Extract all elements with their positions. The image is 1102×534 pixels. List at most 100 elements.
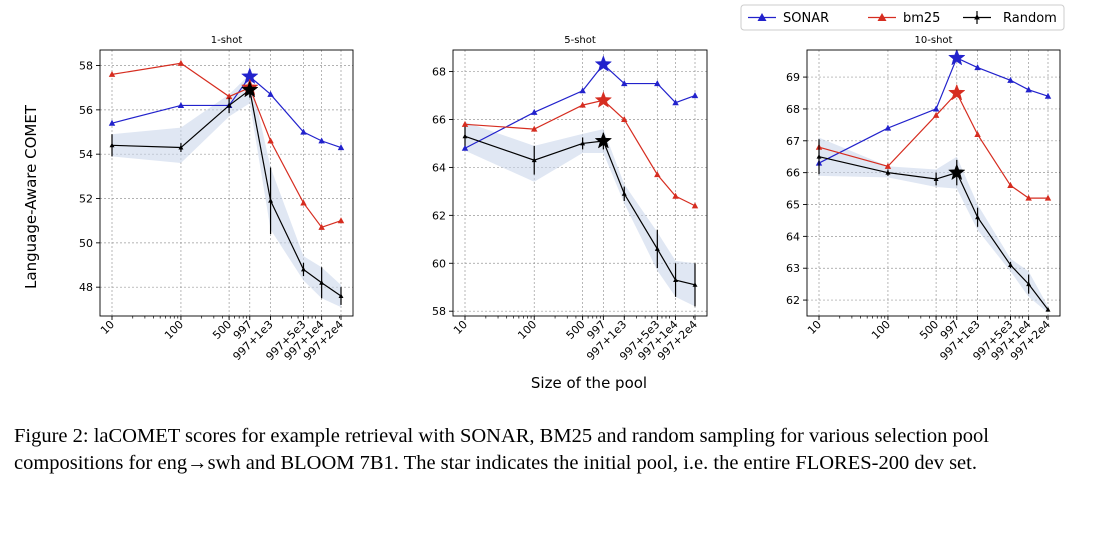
star-marker-bm25: [594, 91, 613, 108]
point-marker-bm25: [932, 111, 940, 118]
legend-entry-sonar: SONAR: [748, 11, 829, 26]
star-marker-random: [241, 80, 259, 98]
point-marker-bm25: [461, 120, 469, 127]
point-marker-bm25: [621, 116, 628, 123]
point-marker-sonar: [177, 102, 185, 108]
y-axis-label: Language-Aware COMET: [22, 104, 40, 289]
point-marker-bm25: [974, 131, 981, 137]
series-line-sonar: [464, 63, 696, 149]
point-marker-bm25: [1044, 194, 1052, 201]
point-marker-sonar: [267, 90, 274, 97]
point-marker-sonar: [1007, 76, 1014, 83]
y-tick-label: 50: [79, 237, 93, 250]
series-line-bm25: [111, 62, 342, 229]
point-marker-random: [301, 266, 306, 272]
figure-caption: Figure 2: laCOMET scores for example ret…: [14, 425, 989, 474]
y-tick-label: 56: [79, 104, 93, 117]
y-tick-label: 62: [786, 294, 800, 307]
y-tick-label: 54: [79, 148, 93, 161]
legend-sonar-label: SONAR: [783, 11, 829, 26]
x-tick-label: 10: [451, 318, 470, 337]
point-marker-random: [531, 157, 537, 163]
y-tick-label: 64: [786, 230, 800, 243]
x-tick-label: 500: [917, 318, 941, 342]
series-line-bm25: [464, 99, 696, 207]
series-line-sonar: [818, 57, 1049, 164]
point-marker-random: [178, 144, 184, 150]
random-confidence-band: [465, 121, 695, 307]
plot-frame: [806, 49, 1061, 317]
point-marker-sonar: [672, 99, 679, 106]
star-marker-bm25: [948, 83, 966, 101]
point-marker-sonar: [337, 144, 345, 151]
random-confidence-band: [819, 137, 1048, 313]
y-tick-label: 67: [786, 135, 800, 148]
point-marker-random: [621, 191, 627, 196]
legend-entry-bm25: bm25: [868, 11, 940, 26]
point-marker-random: [109, 142, 115, 148]
x-tick-label: 10: [98, 318, 117, 337]
point-marker-sonar: [579, 87, 586, 94]
point-marker-random: [1045, 307, 1051, 312]
legend-bm25-marker: [877, 13, 887, 21]
legend-sonar-marker: [757, 13, 767, 21]
point-marker-bm25: [691, 202, 699, 209]
y-tick-label: 64: [432, 161, 446, 174]
x-axis-label: Size of the pool: [531, 374, 647, 392]
point-marker-random: [338, 293, 344, 298]
panel-title: 1-shot: [211, 35, 243, 46]
point-marker-random: [933, 176, 939, 181]
legend-random-label: Random: [1003, 11, 1057, 26]
point-marker-bm25: [654, 171, 661, 178]
point-marker-bm25: [300, 199, 307, 206]
y-tick-label: 66: [432, 113, 446, 126]
star-marker-sonar: [594, 55, 613, 72]
point-marker-sonar: [300, 128, 307, 135]
point-marker-random: [268, 198, 274, 203]
point-marker-sonar: [318, 137, 325, 144]
point-marker-bm25: [884, 162, 892, 169]
point-marker-sonar: [884, 124, 892, 131]
point-marker-bm25: [267, 137, 274, 144]
legend: SONAR bm25 Random: [740, 4, 1065, 31]
plot-frame: [452, 49, 708, 317]
point-marker-sonar: [108, 119, 116, 126]
panel-title: 10-shot: [915, 35, 953, 46]
legend-entry-random: Random: [963, 11, 1057, 26]
point-marker-random: [226, 102, 232, 108]
point-marker-sonar: [461, 144, 469, 151]
point-marker-random: [975, 214, 981, 220]
y-tick-label: 48: [79, 281, 93, 294]
y-tick-label: 52: [79, 193, 93, 206]
point-marker-sonar: [974, 64, 981, 71]
y-tick-label: 69: [786, 71, 800, 84]
plot-frame: [99, 49, 354, 317]
point-marker-sonar: [691, 92, 699, 99]
x-tick-label: 10: [805, 318, 824, 337]
point-marker-bm25: [531, 125, 538, 132]
point-marker-bm25: [177, 59, 185, 66]
point-marker-bm25: [672, 192, 679, 199]
figure-canvas: SONAR bm25 Random Language-Aware COMET S…: [22, 4, 1065, 392]
point-marker-bm25: [337, 217, 345, 224]
panel-title: 5-shot: [564, 35, 596, 46]
x-tick-label: 100: [162, 318, 186, 342]
point-marker-random: [462, 133, 468, 139]
point-marker-bm25: [579, 101, 586, 108]
star-marker-sonar: [948, 48, 966, 66]
y-tick-label: 66: [786, 167, 800, 180]
point-marker-random: [673, 277, 679, 283]
point-marker-random: [319, 280, 325, 285]
point-marker-random: [654, 246, 660, 251]
point-marker-sonar: [621, 80, 628, 87]
random-confidence-band: [112, 74, 341, 308]
point-marker-random: [816, 154, 822, 159]
y-tick-label: 62: [432, 209, 446, 222]
point-marker-sonar: [932, 105, 940, 112]
y-tick-label: 58: [79, 60, 93, 73]
point-marker-random: [1008, 262, 1013, 267]
point-marker-bm25: [318, 223, 325, 230]
